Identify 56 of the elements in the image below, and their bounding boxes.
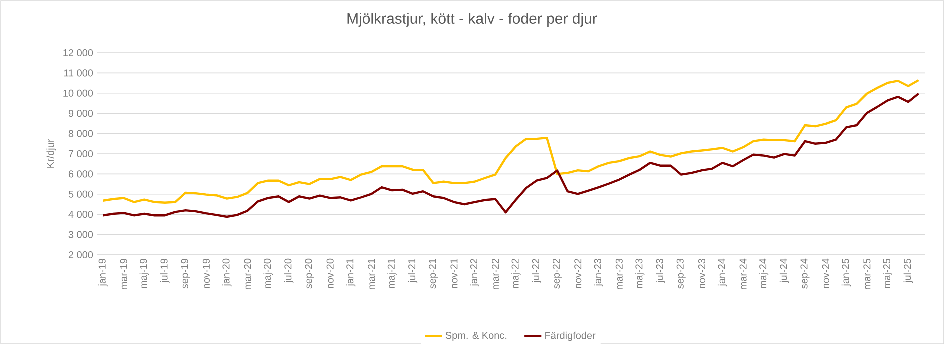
- x-tick-label: maj-25: [883, 258, 892, 288]
- y-tick-label: 7 000: [68, 150, 94, 158]
- x-tick-label: jan-23: [594, 258, 604, 287]
- y-tick-label: 12 000: [64, 49, 94, 57]
- legend-label: Spm. & Konc.: [446, 332, 507, 342]
- x-tick-label: jul-21: [408, 259, 418, 284]
- x-tick-label: maj-24: [759, 258, 769, 288]
- x-tick-label: sep-20: [305, 258, 314, 289]
- x-tick-label: maj-23: [635, 258, 645, 288]
- y-tick-label: 2 000: [68, 251, 94, 259]
- y-axis-title: Kr/djur: [46, 139, 56, 168]
- x-tick-label: jul-22: [532, 259, 542, 284]
- line-series: [102, 92, 920, 218]
- x-tick-label: nov-19: [202, 258, 210, 288]
- y-tick-label: 9 000: [68, 110, 94, 118]
- x-tick-label: jul-24: [780, 258, 790, 284]
- x-tick-label: maj-19: [140, 258, 150, 288]
- x-tick-label: jan-20: [222, 258, 232, 287]
- x-tick-label: maj-21: [388, 259, 397, 288]
- y-tick-label: 11 000: [64, 70, 94, 77]
- x-tick-label: jul-23: [656, 258, 666, 284]
- x-tick-label: sep-24: [800, 258, 810, 289]
- y-tick-label: 6 000: [68, 170, 94, 178]
- legend-label: Färdigfoder: [546, 332, 596, 342]
- x-tick-label: mar-25: [864, 258, 871, 290]
- x-tick-label: jul-19: [160, 258, 170, 284]
- x-tick-label: jan-22: [470, 259, 480, 287]
- x-tick-label: nov-23: [698, 258, 706, 288]
- x-tick-label: sep-21: [429, 259, 438, 289]
- y-tick-label: 4 000: [68, 211, 94, 218]
- x-tick-label: mar-21: [368, 259, 376, 290]
- x-tick-label: jan-24: [718, 258, 728, 287]
- y-tick-label: 8 000: [68, 130, 94, 138]
- x-tick-label: jan-21: [346, 259, 356, 287]
- x-tick-label: mar-23: [616, 258, 623, 290]
- x-tick-label: sep-23: [676, 258, 686, 289]
- y-tick-label: 5 000: [68, 190, 94, 198]
- y-tick-label: 10 000: [64, 90, 94, 97]
- x-tick-label: mar-19: [120, 258, 128, 290]
- x-tick-label: mar-20: [244, 258, 252, 290]
- x-tick-label: nov-20: [326, 258, 334, 288]
- x-tick-label: nov-21: [450, 259, 458, 288]
- chart-title: Mjölkrastjur, kött - kalv - foder per djur: [348, 13, 598, 27]
- x-tick-label: jul-25: [904, 258, 914, 284]
- x-tick-label: jan-19: [98, 258, 108, 287]
- x-tick-label: nov-24: [822, 258, 830, 288]
- x-tick-label: mar-24: [740, 258, 747, 290]
- x-tick-label: jan-25: [842, 258, 852, 287]
- x-tick-label: sep-22: [552, 259, 562, 289]
- x-tick-label: maj-20: [264, 258, 274, 288]
- x-tick-label: maj-22: [512, 259, 521, 288]
- x-tick-label: jul-20: [284, 258, 294, 284]
- x-tick-label: nov-22: [574, 259, 582, 288]
- x-tick-label: mar-22: [492, 259, 500, 290]
- y-tick-label: 3 000: [68, 231, 94, 238]
- x-tick-label: sep-19: [181, 258, 190, 289]
